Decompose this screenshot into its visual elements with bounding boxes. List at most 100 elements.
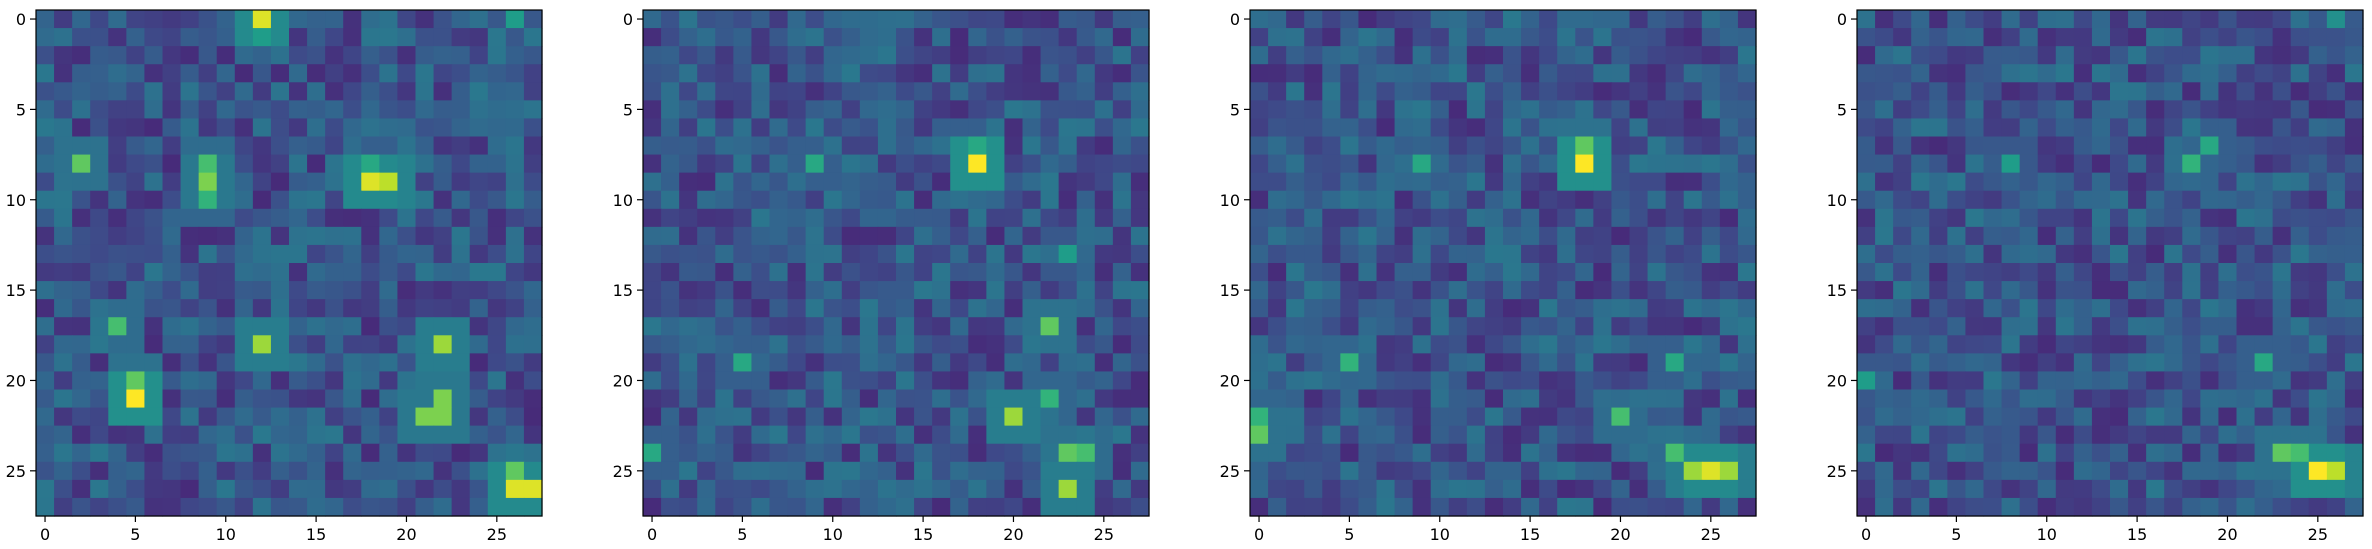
- heatmap-cell: [270, 389, 290, 409]
- heatmap-cell: [841, 497, 861, 517]
- heatmap-cell: [2308, 46, 2328, 65]
- heatmap-cell: [769, 226, 789, 246]
- heatmap-cell: [1058, 244, 1078, 264]
- heatmap-cell: [1268, 82, 1287, 101]
- heatmap-cell: [252, 10, 272, 29]
- heatmap-cell: [715, 353, 734, 373]
- heatmap-cell: [679, 479, 698, 499]
- heatmap-cell: [1857, 425, 1876, 445]
- heatmap-cell: [715, 281, 734, 300]
- heatmap-cell: [36, 118, 55, 138]
- heatmap-cell: [1611, 425, 1631, 445]
- heatmap-cell: [1857, 82, 1876, 101]
- heatmap-cell: [1719, 317, 1739, 336]
- heatmap-cell: [1965, 190, 1985, 210]
- heatmap-cell: [661, 154, 680, 174]
- heatmap-cell: [325, 46, 344, 65]
- heatmap-cell: [1448, 299, 1468, 318]
- heatmap-cell: [2146, 353, 2165, 373]
- heatmap-cell: [1448, 136, 1468, 156]
- heatmap-cell: [1484, 172, 1504, 192]
- heatmap-cell: [2218, 154, 2238, 174]
- heatmap-cell: [643, 136, 662, 156]
- heatmap-cell: [1484, 479, 1504, 499]
- heatmap-cell: [1719, 281, 1739, 300]
- heatmap-cell: [36, 10, 55, 29]
- heatmap-cell: [2128, 407, 2147, 427]
- heatmap-cell: [2091, 64, 2111, 83]
- heatmap-cell: [697, 46, 716, 65]
- heatmap-cell: [1647, 190, 1667, 210]
- heatmap-cell: [697, 389, 716, 409]
- heatmap-cell: [2218, 28, 2238, 47]
- heatmap-cell: [1412, 154, 1432, 174]
- heatmap-cell: [1965, 281, 1985, 300]
- heatmap-cell: [1647, 82, 1667, 101]
- heatmap-cell: [841, 118, 861, 138]
- heatmap-cell: [1340, 443, 1360, 463]
- heatmap-cell: [1076, 281, 1096, 300]
- heatmap-cell: [1286, 281, 1305, 300]
- heatmap-cell: [180, 154, 200, 174]
- heatmap-cell: [1539, 172, 1558, 192]
- heatmap-cell: [1557, 208, 1576, 228]
- heatmap-cell: [2218, 335, 2238, 354]
- heatmap-cell: [126, 389, 146, 409]
- heatmap-cell: [2290, 461, 2310, 481]
- heatmap-cell: [1683, 82, 1703, 101]
- heatmap-cell: [1629, 371, 1649, 391]
- heatmap-cell: [2091, 335, 2111, 354]
- heatmap-cell: [950, 28, 969, 47]
- heatmap-cell: [2236, 371, 2256, 391]
- heatmap-cell: [805, 443, 825, 463]
- heatmap-cell: [1503, 299, 1522, 318]
- heatmap-cell: [1947, 244, 1967, 264]
- heatmap-cell: [859, 317, 879, 336]
- heatmap-cell: [1004, 281, 1024, 300]
- heatmap-cell: [1322, 244, 1341, 264]
- heatmap-cell: [1268, 461, 1287, 481]
- heatmap-cell: [90, 46, 109, 65]
- heatmap-cell: [1857, 208, 1876, 228]
- x-tick-label: 5: [737, 525, 747, 544]
- heatmap-cell: [2019, 244, 2039, 264]
- heatmap-cell: [1575, 443, 1594, 463]
- heatmap-cell: [126, 10, 146, 29]
- heatmap-cell: [108, 407, 127, 427]
- heatmap-cell: [198, 353, 218, 373]
- heatmap-cell: [841, 461, 861, 481]
- x-tick-label: 15: [1520, 525, 1540, 544]
- heatmap-cell: [1929, 497, 1948, 517]
- heatmap-cell: [1076, 461, 1096, 481]
- heatmap-cell: [1484, 335, 1504, 354]
- heatmap-cell: [2326, 299, 2346, 318]
- heatmap-cell: [1250, 389, 1269, 409]
- heatmap-cell: [1268, 425, 1287, 445]
- heatmap-cell: [72, 443, 91, 463]
- heatmap-cell: [252, 281, 272, 300]
- heatmap-cell: [1557, 425, 1576, 445]
- heatmap-cell: [2182, 208, 2201, 228]
- heatmap-cell: [1130, 172, 1150, 192]
- heatmap-cell: [54, 10, 73, 29]
- heatmap-cell: [2073, 443, 2093, 463]
- heatmap-cell: [126, 371, 146, 391]
- heatmap-cell: [950, 263, 969, 282]
- heatmap-cell: [1911, 172, 1930, 192]
- heatmap-cell: [216, 335, 236, 354]
- heatmap-cell: [986, 244, 1006, 264]
- x-tick-label: 10: [1430, 525, 1450, 544]
- heatmap-cell: [2290, 353, 2310, 373]
- heatmap-cell: [1448, 479, 1468, 499]
- heatmap-cell: [1719, 479, 1739, 499]
- heatmap-cell: [805, 353, 825, 373]
- heatmap-cell: [1112, 299, 1132, 318]
- heatmap-cell: [1683, 281, 1703, 300]
- heatmap-cell: [162, 317, 182, 336]
- heatmap-cell: [1557, 46, 1576, 65]
- heatmap-cell: [1268, 208, 1287, 228]
- heatmap-cell: [1647, 407, 1667, 427]
- heatmap-cell: [1893, 461, 1912, 481]
- heatmap-cell: [2091, 317, 2111, 336]
- heatmap-cell: [397, 461, 417, 481]
